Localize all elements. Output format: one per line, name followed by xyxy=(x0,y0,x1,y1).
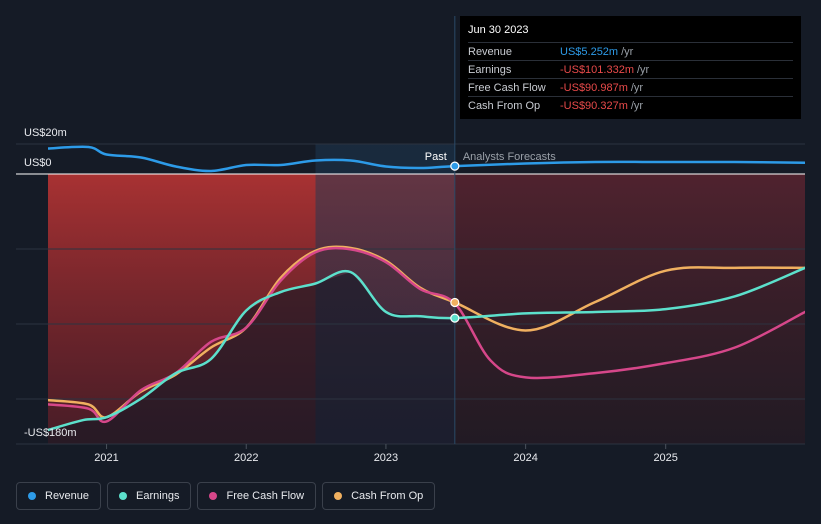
y-axis-label: US$0 xyxy=(24,157,52,169)
tooltip-row: Cash From Op -US$90.327m/yr xyxy=(468,96,793,114)
forecast-label: Analysts Forecasts xyxy=(463,151,556,163)
tooltip-row-value: -US$101.332m xyxy=(560,63,634,76)
x-tick-label: 2022 xyxy=(234,452,258,464)
legend-item-earnings[interactable]: Earnings xyxy=(107,482,192,510)
tooltip-row-unit: /yr xyxy=(637,63,650,76)
earnings-shadow-area xyxy=(48,272,455,444)
x-tick-label: 2021 xyxy=(94,452,118,464)
legend-item-free-cash-flow[interactable]: Free Cash Flow xyxy=(197,482,317,510)
earnings-marker xyxy=(450,313,460,323)
revenue-line xyxy=(48,145,805,173)
legend-dot-icon xyxy=(334,492,343,500)
legend: Revenue Earnings Free Cash Flow Cash From O… xyxy=(16,482,436,510)
legend-label: Earnings xyxy=(136,490,180,502)
legend-label: Revenue xyxy=(45,490,90,502)
legend-dot-icon xyxy=(209,492,218,500)
legend-item-revenue[interactable]: Revenue xyxy=(16,482,102,510)
tooltip-row-value: -US$90.987m xyxy=(560,81,628,94)
tooltip-date: Jun 30 2023 xyxy=(468,24,529,36)
legend-label: Free Cash Flow xyxy=(226,490,305,502)
y-axis-label: US$20m xyxy=(24,127,67,139)
y-axis-label: -US$180m xyxy=(24,427,77,439)
tooltip-row-label: Revenue xyxy=(468,45,513,58)
tooltip-row-unit: /yr xyxy=(621,45,634,58)
tooltip-row-label: Cash From Op xyxy=(468,99,541,112)
past-label: Past xyxy=(425,151,447,163)
tooltip-row-unit: /yr xyxy=(630,99,644,112)
tooltip-row-unit: /yr xyxy=(630,81,644,94)
tooltip: Jun 30 2023 Revenue US$5.252m/yr Earnings -… xyxy=(460,16,801,119)
legend-dot-icon xyxy=(119,492,128,500)
tooltip-row: Free Cash Flow -US$90.987m/yr xyxy=(468,78,793,96)
tooltip-row: Earnings -US$101.332m/yr xyxy=(468,60,793,78)
revenue-marker xyxy=(450,161,460,171)
free-cash-flow-line xyxy=(48,246,805,424)
tooltip-row-label: Earnings xyxy=(468,63,512,76)
x-tick-label: 2023 xyxy=(374,452,398,464)
legend-dot-icon xyxy=(28,492,36,500)
negative-zone-forecast xyxy=(454,174,805,444)
x-tick-label: 2025 xyxy=(653,452,677,464)
tooltip-row-value: -US$90.327m xyxy=(560,99,628,112)
cash-from-op-marker xyxy=(450,297,460,308)
tooltip-row-label: Free Cash Flow xyxy=(468,81,546,94)
tooltip-row-value: US$5.252m xyxy=(560,45,619,58)
x-tick-label: 2024 xyxy=(513,452,537,464)
earnings-line xyxy=(48,266,805,432)
tooltip-row: Revenue US$5.252m/yr xyxy=(468,42,793,60)
legend-item-cash-from-op[interactable]: Cash From Op xyxy=(322,482,436,510)
legend-label: Cash From Op xyxy=(351,490,424,502)
